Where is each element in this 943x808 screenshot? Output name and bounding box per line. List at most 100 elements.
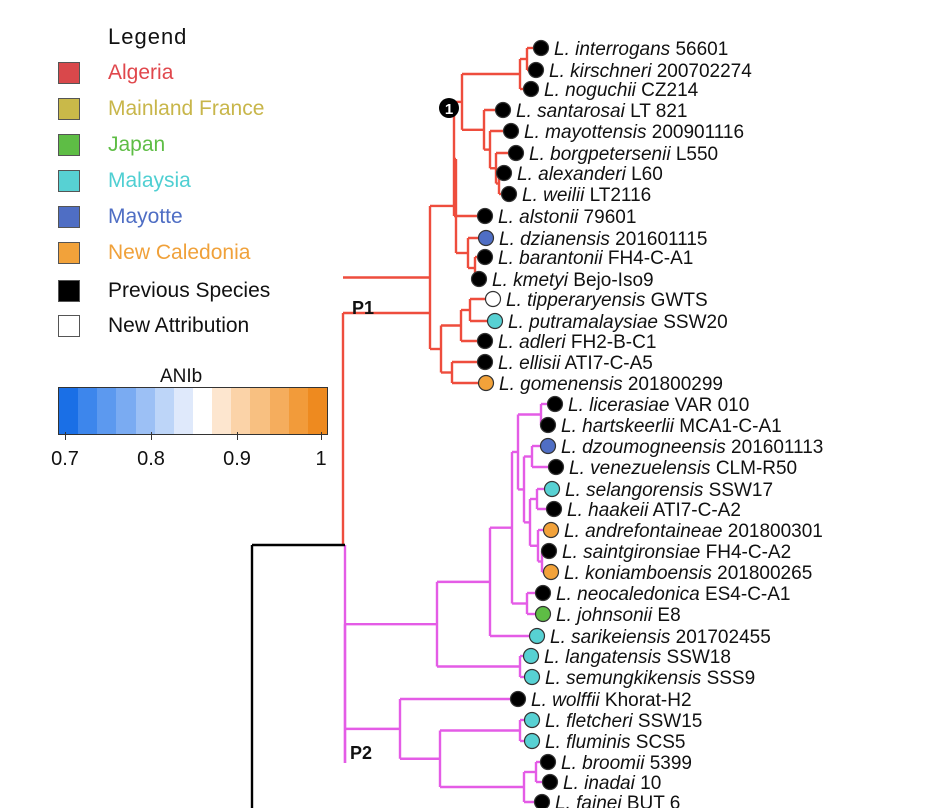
legend-label: New Attribution [108,314,250,337]
tip-label: L. noguchii CZ214 [544,80,699,101]
legend-swatch [58,98,80,120]
tip-label: L. dzianensis 201601115 [499,229,707,250]
tip-marker [509,690,527,708]
tip-marker [547,458,565,476]
clade-label-p1: P1 [352,298,375,318]
anib-scale-cell [78,388,98,434]
anib-title: ANIb [160,366,203,387]
tip-label: L. langatensis SSW18 [544,647,731,668]
tip-marker [522,80,540,98]
tip-label: L. fluminis SCS5 [545,732,685,753]
legend-label: Algeria [108,61,174,84]
tip-marker [477,374,495,392]
anib-scale-cell [269,388,289,434]
tip-marker [542,521,560,539]
tip-marker [532,39,550,57]
tip-marker [546,395,564,413]
tip-label: L. broomii 5399 [561,753,692,774]
tip-label: L. interrogans 56601 [554,39,728,60]
legend-item: New Attribution [58,313,358,339]
anib-tick-label: 0.8 [137,448,165,470]
tip-label: L. alexanderi L60 [517,164,663,185]
anib-scale-cell [173,388,193,434]
tip-label: L. putramalaysiae SSW20 [508,312,728,333]
tip-label: L. venezuelensis CLM-R50 [569,458,797,479]
tip-label: L. kmetyi Bejo-Iso9 [492,270,654,291]
anib-scale-cell [59,388,79,434]
tip-marker [543,480,561,498]
anib-scale-cell [231,388,251,434]
anib-scale-cell [116,388,136,434]
anib-tick-mark [321,432,322,440]
anib-scale-cell [135,388,155,434]
anib-scale-cell [288,388,308,434]
legend-swatch [58,242,80,264]
legend-swatch [58,134,80,156]
tip-label: L. gomenensis 201800299 [499,374,723,395]
tip-marker [534,584,552,602]
legend-swatch [58,280,80,302]
anib-tick-label: 0.7 [51,448,79,470]
tip-label: L. sarikeiensis 201702455 [550,627,771,648]
tip-label: L. andrefontaineae 201800301 [564,521,823,542]
tip-marker [539,416,557,434]
tip-label: L. wolffii Khorat-H2 [531,690,692,711]
tip-marker [522,647,540,665]
tip-label: L. dzoumogneensis 201601113 [561,437,823,458]
node-badge [439,98,459,118]
tip-marker [494,101,512,119]
tip-marker [477,229,495,247]
legend-label: Japan [108,133,166,156]
tip-marker [541,773,559,791]
tip-marker [528,627,546,645]
tip-label: L. koniamboensis 201800265 [564,563,812,584]
tip-marker [476,353,494,371]
tip-marker [500,185,518,203]
anib-scale-cell [212,388,232,434]
anib-scale-cell [97,388,117,434]
tip-label: L. tipperaryensis GWTS [506,290,708,311]
legend-swatch [58,315,80,337]
tip-label: L. neocaledonica ES4-C-A1 [556,584,790,605]
tip-marker [476,207,494,225]
legend-item: Malaysia [58,168,358,194]
legend-title: Legend [108,24,188,49]
tip-marker [484,290,502,308]
tip-marker [502,122,520,140]
clade-label-p2: P2 [350,743,373,763]
tip-label: L. hartskeerlii MCA1-C-A1 [561,416,782,437]
legend-label: Malaysia [108,169,191,192]
legend-item: Algeria [58,60,358,86]
tip-marker [540,542,558,560]
legend-item: New Caledonia [58,240,358,266]
tip-label: L. haakeii ATI7-C-A2 [567,500,741,521]
tip-label: L. ellisii ATI7-C-A5 [498,353,653,374]
tip-marker [523,668,541,686]
anib-tick-mark [65,432,66,440]
legend-item: Mainland France [58,96,358,122]
anib-scale-cell [250,388,270,434]
tip-label: L. santarosai LT 821 [516,101,687,122]
legend-item: Mayotte [58,204,358,230]
tip-label: L. licerasiae VAR 010 [568,395,749,416]
tip-marker [507,144,525,162]
tip-label: L. alstonii 79601 [498,207,636,228]
tip-label: L. kirschneri 200702274 [549,61,752,82]
legend-swatch [58,206,80,228]
tip-label: L. saintgironsiae FH4-C-A2 [562,542,791,563]
anib-tick-label: 1 [315,448,327,470]
tip-marker [534,605,552,623]
anib-scale-cell [307,388,327,434]
node-badge-label: 1 [445,101,453,118]
tip-marker [476,332,494,350]
tip-marker [539,437,557,455]
tip-label: L. barantonii FH4-C-A1 [498,248,693,269]
tip-marker [527,61,545,79]
anib-scale-cell [154,388,174,434]
tip-marker [523,732,541,750]
tip-marker [486,312,504,330]
legend-item: Japan [58,132,358,158]
anib-scale-cell [192,388,213,434]
